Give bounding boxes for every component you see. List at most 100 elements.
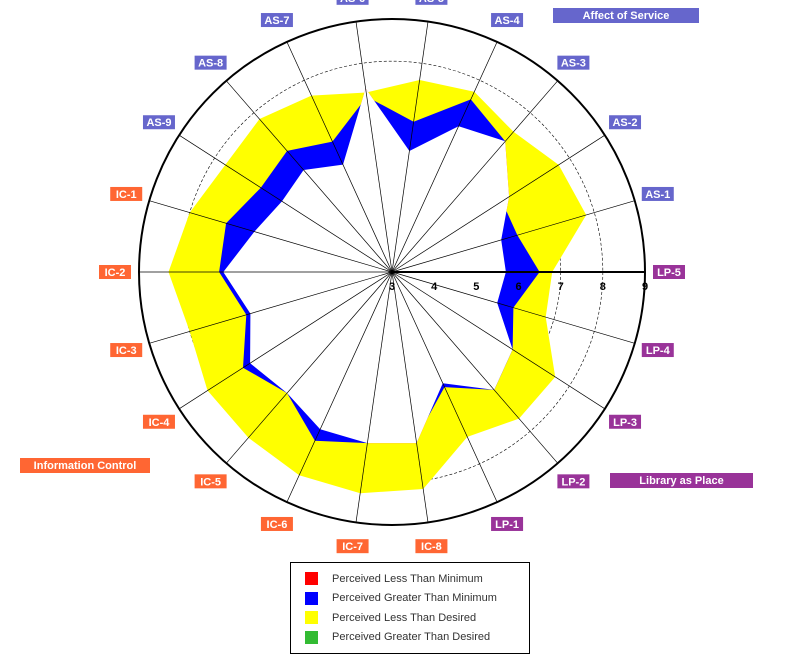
axis-label-box: [260, 516, 293, 531]
legend-label: Perceived Greater Than Desired: [332, 631, 491, 644]
axis-label-box: [491, 13, 524, 28]
legend-swatch: [305, 630, 318, 644]
radial-tick-label: 5: [473, 281, 479, 293]
axis-label-as-5: AS-5: [415, 0, 448, 5]
axis-label-ic-2: IC-2: [99, 265, 131, 279]
axis-label-as-7: AS-7: [260, 13, 293, 28]
axis-label-text: IC-5: [200, 476, 221, 488]
radial-tick-label: 3: [389, 281, 395, 293]
group-label-box: [553, 8, 699, 23]
axis-label-text: LP-1: [495, 519, 519, 531]
axis-label-lp-5: LP-5: [653, 265, 685, 279]
axis-label-ic-1: IC-1: [110, 186, 143, 201]
legend: Perceived Less Than Minimum Perceived Gre…: [290, 562, 530, 654]
axis-label-lp-2: LP-2: [557, 474, 590, 489]
axis-label-text: IC-3: [116, 345, 137, 357]
legend-item: Perceived Greater Than Minimum: [305, 589, 529, 609]
axis-label-text: IC-6: [267, 519, 288, 531]
group-labels: Affect of Service Information Control Libr…: [20, 8, 753, 488]
spoke-ic-7: [355, 271, 393, 523]
spoke-as-3: [391, 80, 558, 273]
axis-label-box: [142, 115, 175, 130]
radial-tick-label: 4: [431, 281, 438, 293]
group-label-text: Library as Place: [639, 475, 723, 487]
group-label-as: Affect of Service: [553, 8, 699, 23]
axis-label-text: AS-9: [146, 117, 171, 129]
axis-label-text: IC-1: [116, 189, 137, 201]
axis-label-text: AS-4: [495, 15, 521, 27]
axis-label-text: LP-2: [561, 476, 585, 488]
axis-label-as-1: AS-1: [641, 186, 674, 201]
axis-label-as-2: AS-2: [609, 115, 642, 130]
axis-label-text: LP-3: [613, 417, 637, 429]
axis-label-text: LP-5: [657, 267, 681, 279]
spoke-as-5: [391, 21, 429, 273]
axis-label-lp-4: LP-4: [641, 343, 674, 358]
spoke-ic-4: [178, 271, 393, 410]
radar-spoke-layer: [139, 21, 645, 523]
axis-label-text: IC-7: [342, 541, 363, 553]
radial-tick-label: 7: [558, 281, 564, 293]
legend-swatch: [305, 572, 318, 586]
axis-label-text: AS-5: [419, 0, 444, 5]
spoke-as-1: [391, 200, 635, 273]
radial-tick-labels: 3 4 5 6 7 8 9: [389, 281, 648, 293]
axis-label-as-3: AS-3: [557, 55, 590, 70]
spoke-as-2: [391, 134, 606, 273]
axis-label-box: [415, 0, 448, 5]
legend-swatch: [305, 591, 318, 605]
axis-label-ic-8: IC-8: [415, 539, 448, 554]
axis-label-box: [557, 55, 590, 70]
spoke-as-6: [355, 21, 393, 273]
spoke-ic-1: [149, 200, 393, 273]
group-label-box: [610, 473, 753, 488]
legend-label: Perceived Greater Than Minimum: [332, 592, 497, 605]
axis-label-box: [641, 186, 674, 201]
axis-label-ic-6: IC-6: [260, 516, 293, 531]
axis-labels: AS-1 AS-2 AS-3 AS-4 AS-5 AS-6 AS-7 AS-8 AS-9 IC-1…: [99, 0, 685, 554]
inner-minimum-area: [223, 88, 513, 444]
axis-label-as-8: AS-8: [194, 55, 227, 70]
radial-tick-label: 6: [515, 281, 521, 293]
axis-label-text: AS-3: [561, 58, 586, 70]
axis-label-box: [336, 0, 369, 5]
group-label-lp: Library as Place: [610, 473, 753, 488]
group-label-ic: Information Control: [20, 458, 150, 473]
axis-label-box: [415, 539, 448, 554]
axis-label-box: [260, 13, 293, 28]
spoke-lp-3: [391, 271, 606, 410]
spoke-as-4: [391, 41, 498, 273]
legend-item: Perceived Greater Than Desired: [305, 628, 529, 648]
legend-swatch: [305, 611, 318, 625]
axis-label-text: AS-8: [198, 58, 223, 70]
radial-tick-label: 9: [642, 281, 648, 293]
spoke-lp-1: [391, 271, 498, 503]
group-label-text: Information Control: [34, 460, 137, 472]
axis-label-lp-3: LP-3: [609, 414, 642, 429]
radial-tick-label: 8: [600, 281, 606, 293]
axis-label-box: [194, 55, 227, 70]
spoke-ic-6: [286, 271, 393, 503]
spoke-as-7: [286, 41, 393, 273]
axis-label-as-9: AS-9: [142, 115, 175, 130]
axis-label-ic-7: IC-7: [336, 539, 369, 554]
axis-label-box: [641, 343, 674, 358]
spoke-lp-4: [391, 271, 635, 344]
group-label-box: [20, 458, 150, 473]
axis-label-text: LP-4: [646, 345, 671, 357]
spoke-lp-2: [391, 271, 558, 464]
spoke-as-9: [178, 134, 393, 273]
axis-label-text: AS-1: [645, 189, 670, 201]
axis-label-box: [557, 474, 590, 489]
axis-label-box: [194, 474, 227, 489]
spoke-ic-3: [149, 271, 393, 344]
axis-label-ic-4: IC-4: [142, 414, 175, 429]
axis-label-text: AS-2: [612, 117, 637, 129]
group-label-text: Affect of Service: [583, 10, 670, 22]
axis-label-box: [653, 265, 685, 279]
axis-label-text: IC-8: [421, 541, 442, 553]
spoke-ic-5: [226, 271, 393, 464]
axis-label-box: [110, 186, 143, 201]
legend-item: Perceived Less Than Desired: [305, 608, 529, 628]
